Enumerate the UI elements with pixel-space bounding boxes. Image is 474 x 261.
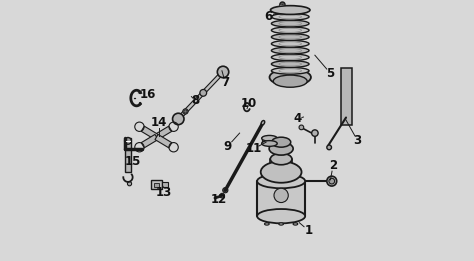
- Ellipse shape: [257, 174, 305, 188]
- Polygon shape: [155, 126, 172, 140]
- Ellipse shape: [327, 176, 337, 186]
- Bar: [162, 182, 168, 187]
- Circle shape: [217, 66, 229, 78]
- Circle shape: [220, 193, 225, 198]
- Ellipse shape: [272, 47, 309, 54]
- Text: 11: 11: [246, 142, 262, 155]
- Ellipse shape: [272, 67, 309, 74]
- Circle shape: [125, 138, 131, 144]
- Ellipse shape: [299, 125, 304, 130]
- Circle shape: [223, 188, 228, 193]
- Ellipse shape: [311, 130, 318, 136]
- Text: 1: 1: [304, 224, 312, 237]
- Text: 16: 16: [139, 88, 155, 101]
- Circle shape: [200, 90, 207, 96]
- Text: 4: 4: [294, 112, 302, 125]
- Ellipse shape: [272, 34, 309, 40]
- Ellipse shape: [293, 223, 298, 225]
- Ellipse shape: [272, 27, 309, 34]
- Ellipse shape: [264, 223, 269, 225]
- Circle shape: [287, 7, 293, 13]
- Text: 14: 14: [151, 116, 167, 129]
- Ellipse shape: [257, 209, 305, 223]
- Ellipse shape: [327, 145, 331, 150]
- Text: 5: 5: [326, 67, 335, 80]
- Text: 9: 9: [224, 140, 232, 153]
- Bar: [268, 141, 274, 146]
- Polygon shape: [257, 181, 305, 216]
- Ellipse shape: [272, 20, 309, 27]
- Ellipse shape: [329, 178, 335, 184]
- Ellipse shape: [262, 141, 277, 146]
- Polygon shape: [173, 67, 228, 124]
- Circle shape: [183, 109, 188, 114]
- Text: 15: 15: [125, 155, 141, 168]
- Text: 8: 8: [191, 94, 200, 107]
- Text: 2: 2: [329, 159, 337, 172]
- Ellipse shape: [279, 223, 283, 225]
- Bar: [125, 138, 131, 172]
- Ellipse shape: [272, 61, 309, 67]
- Ellipse shape: [270, 69, 311, 86]
- Bar: [151, 180, 162, 189]
- Ellipse shape: [262, 135, 277, 141]
- Polygon shape: [141, 126, 158, 140]
- Ellipse shape: [261, 161, 301, 183]
- Ellipse shape: [274, 188, 288, 203]
- Ellipse shape: [272, 137, 291, 147]
- Ellipse shape: [269, 142, 293, 155]
- Polygon shape: [141, 134, 158, 148]
- Text: 6: 6: [264, 10, 272, 23]
- Bar: [341, 68, 352, 125]
- Circle shape: [184, 110, 187, 113]
- Text: 12: 12: [211, 193, 227, 206]
- Ellipse shape: [272, 40, 309, 47]
- Polygon shape: [155, 134, 172, 148]
- Ellipse shape: [273, 75, 307, 87]
- Ellipse shape: [272, 13, 309, 20]
- Ellipse shape: [270, 153, 292, 165]
- Polygon shape: [276, 186, 286, 202]
- Bar: [154, 183, 159, 187]
- Ellipse shape: [272, 54, 309, 61]
- Text: 3: 3: [354, 134, 362, 147]
- Circle shape: [173, 113, 184, 125]
- Ellipse shape: [271, 6, 310, 14]
- Text: 7: 7: [221, 76, 229, 89]
- Ellipse shape: [261, 121, 265, 125]
- Circle shape: [128, 182, 132, 186]
- Text: 10: 10: [241, 97, 257, 110]
- Text: 13: 13: [156, 186, 173, 199]
- Circle shape: [280, 2, 285, 7]
